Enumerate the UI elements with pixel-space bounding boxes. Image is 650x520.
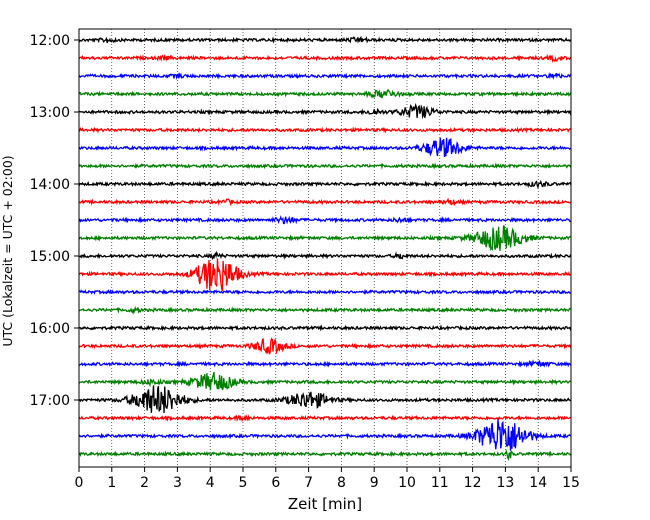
seismogram-trace xyxy=(78,414,572,423)
x-tick-label: 9 xyxy=(370,475,379,491)
seismogram-trace xyxy=(78,337,572,355)
y-axis-ticks: 12:00 13:00 14:00 15:00 16:00 17:00 xyxy=(30,33,79,409)
seismogram-trace xyxy=(78,449,572,462)
x-tick-label: 0 xyxy=(75,475,84,491)
x-axis-label: Zeit [min] xyxy=(288,495,362,513)
y-axis-label: UTC (Lokalzeit = UTC + 02:00) xyxy=(0,155,15,346)
y-tick-label: 14:00 xyxy=(30,177,70,193)
seismogram-trace xyxy=(78,419,572,451)
seismogram-trace xyxy=(78,162,572,170)
x-tick-label: 12 xyxy=(464,475,482,491)
plot-frame xyxy=(78,28,572,468)
x-tick-label: 4 xyxy=(206,475,215,491)
seismogram-trace xyxy=(78,126,572,134)
x-tick-label: 3 xyxy=(173,475,182,491)
x-tick-label: 2 xyxy=(140,475,149,491)
x-tick-label: 13 xyxy=(496,475,514,491)
x-tick-label: 5 xyxy=(239,475,248,491)
seismogram-trace xyxy=(78,72,572,81)
x-tick-label: 15 xyxy=(562,475,580,491)
seismogram-trace xyxy=(78,215,572,225)
x-tick-label: 6 xyxy=(271,475,280,491)
y-tick-label: 13:00 xyxy=(30,105,70,121)
seismogram-trace xyxy=(78,324,572,332)
seismogram-trace xyxy=(78,102,572,120)
y-tick-label: 16:00 xyxy=(30,321,70,337)
x-tick-label: 7 xyxy=(304,475,313,491)
seismogram-trace xyxy=(78,53,572,63)
seismogram-trace xyxy=(78,305,572,315)
seismogram-trace xyxy=(78,258,572,292)
seismogram-trace xyxy=(78,89,572,99)
seismogram-trace xyxy=(78,137,572,158)
x-tick-label: 11 xyxy=(431,475,449,491)
x-axis-ticks: 0 1 2 3 4 5 6 7 8 9 10 11 12 13 14 15 xyxy=(75,467,580,491)
x-tick-label: 8 xyxy=(337,475,346,491)
seismogram-trace xyxy=(78,225,572,252)
seismogram-trace xyxy=(78,197,572,207)
seismogram-trace xyxy=(78,250,572,261)
seismogram-trace xyxy=(78,179,572,190)
y-tick-label: 15:00 xyxy=(30,249,70,265)
seismogram-trace xyxy=(78,371,572,391)
x-tick-label: 10 xyxy=(398,475,416,491)
seismogram-trace xyxy=(78,385,572,413)
x-tick-label: 14 xyxy=(529,475,547,491)
grid-lines xyxy=(111,29,539,467)
y-tick-label: 17:00 xyxy=(30,393,70,409)
seismogram-trace xyxy=(78,35,572,44)
seismogram-traces xyxy=(78,35,572,462)
y-tick-label: 12:00 xyxy=(30,33,70,49)
seismogram-trace xyxy=(78,288,572,296)
seismogram-trace xyxy=(78,359,572,368)
x-tick-label: 1 xyxy=(107,475,116,491)
